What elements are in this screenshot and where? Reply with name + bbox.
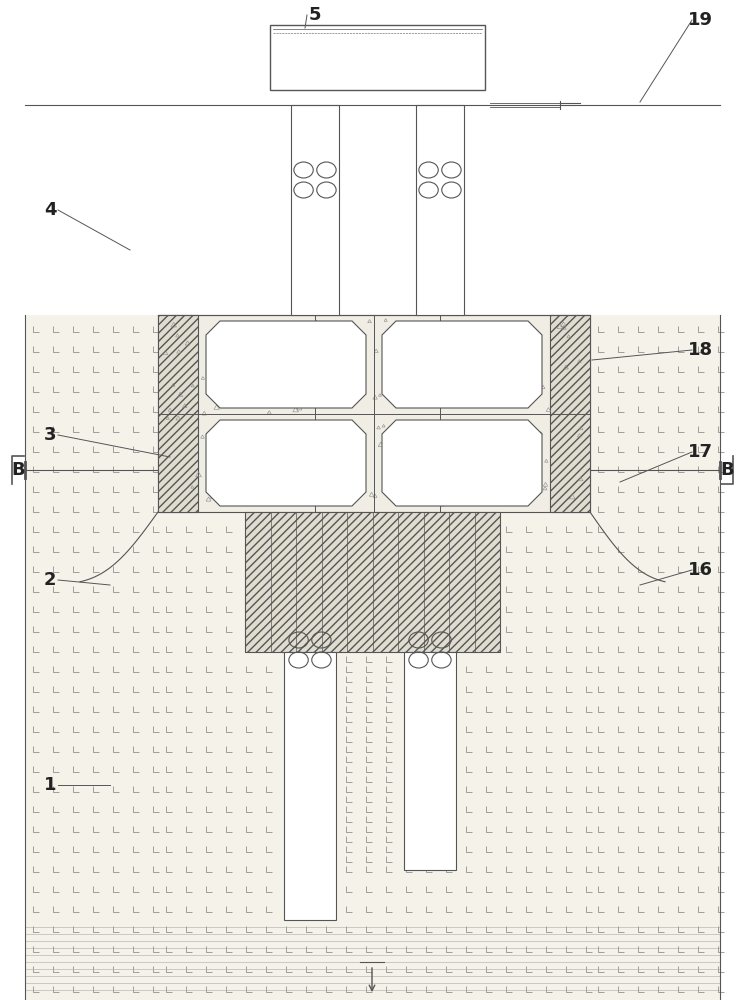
Bar xyxy=(416,105,464,315)
Text: B: B xyxy=(11,461,25,479)
Bar xyxy=(291,105,339,315)
Text: 17: 17 xyxy=(688,443,712,461)
Polygon shape xyxy=(206,321,366,408)
Bar xyxy=(158,315,590,512)
Text: 3: 3 xyxy=(44,426,57,444)
Text: B: B xyxy=(720,461,734,479)
Bar xyxy=(245,512,500,652)
Text: 1: 1 xyxy=(44,776,57,794)
Text: 2: 2 xyxy=(44,571,57,589)
Bar xyxy=(158,315,198,512)
Bar xyxy=(404,652,456,870)
Text: 4: 4 xyxy=(44,201,57,219)
Text: 18: 18 xyxy=(688,341,712,359)
Bar xyxy=(550,315,590,512)
Polygon shape xyxy=(382,420,542,506)
Bar xyxy=(25,315,720,1000)
Text: 16: 16 xyxy=(688,561,712,579)
Polygon shape xyxy=(382,321,542,408)
Text: 19: 19 xyxy=(688,11,712,29)
Bar xyxy=(270,25,485,90)
Polygon shape xyxy=(206,420,366,506)
Text: 5: 5 xyxy=(308,6,321,24)
Bar xyxy=(284,652,336,920)
